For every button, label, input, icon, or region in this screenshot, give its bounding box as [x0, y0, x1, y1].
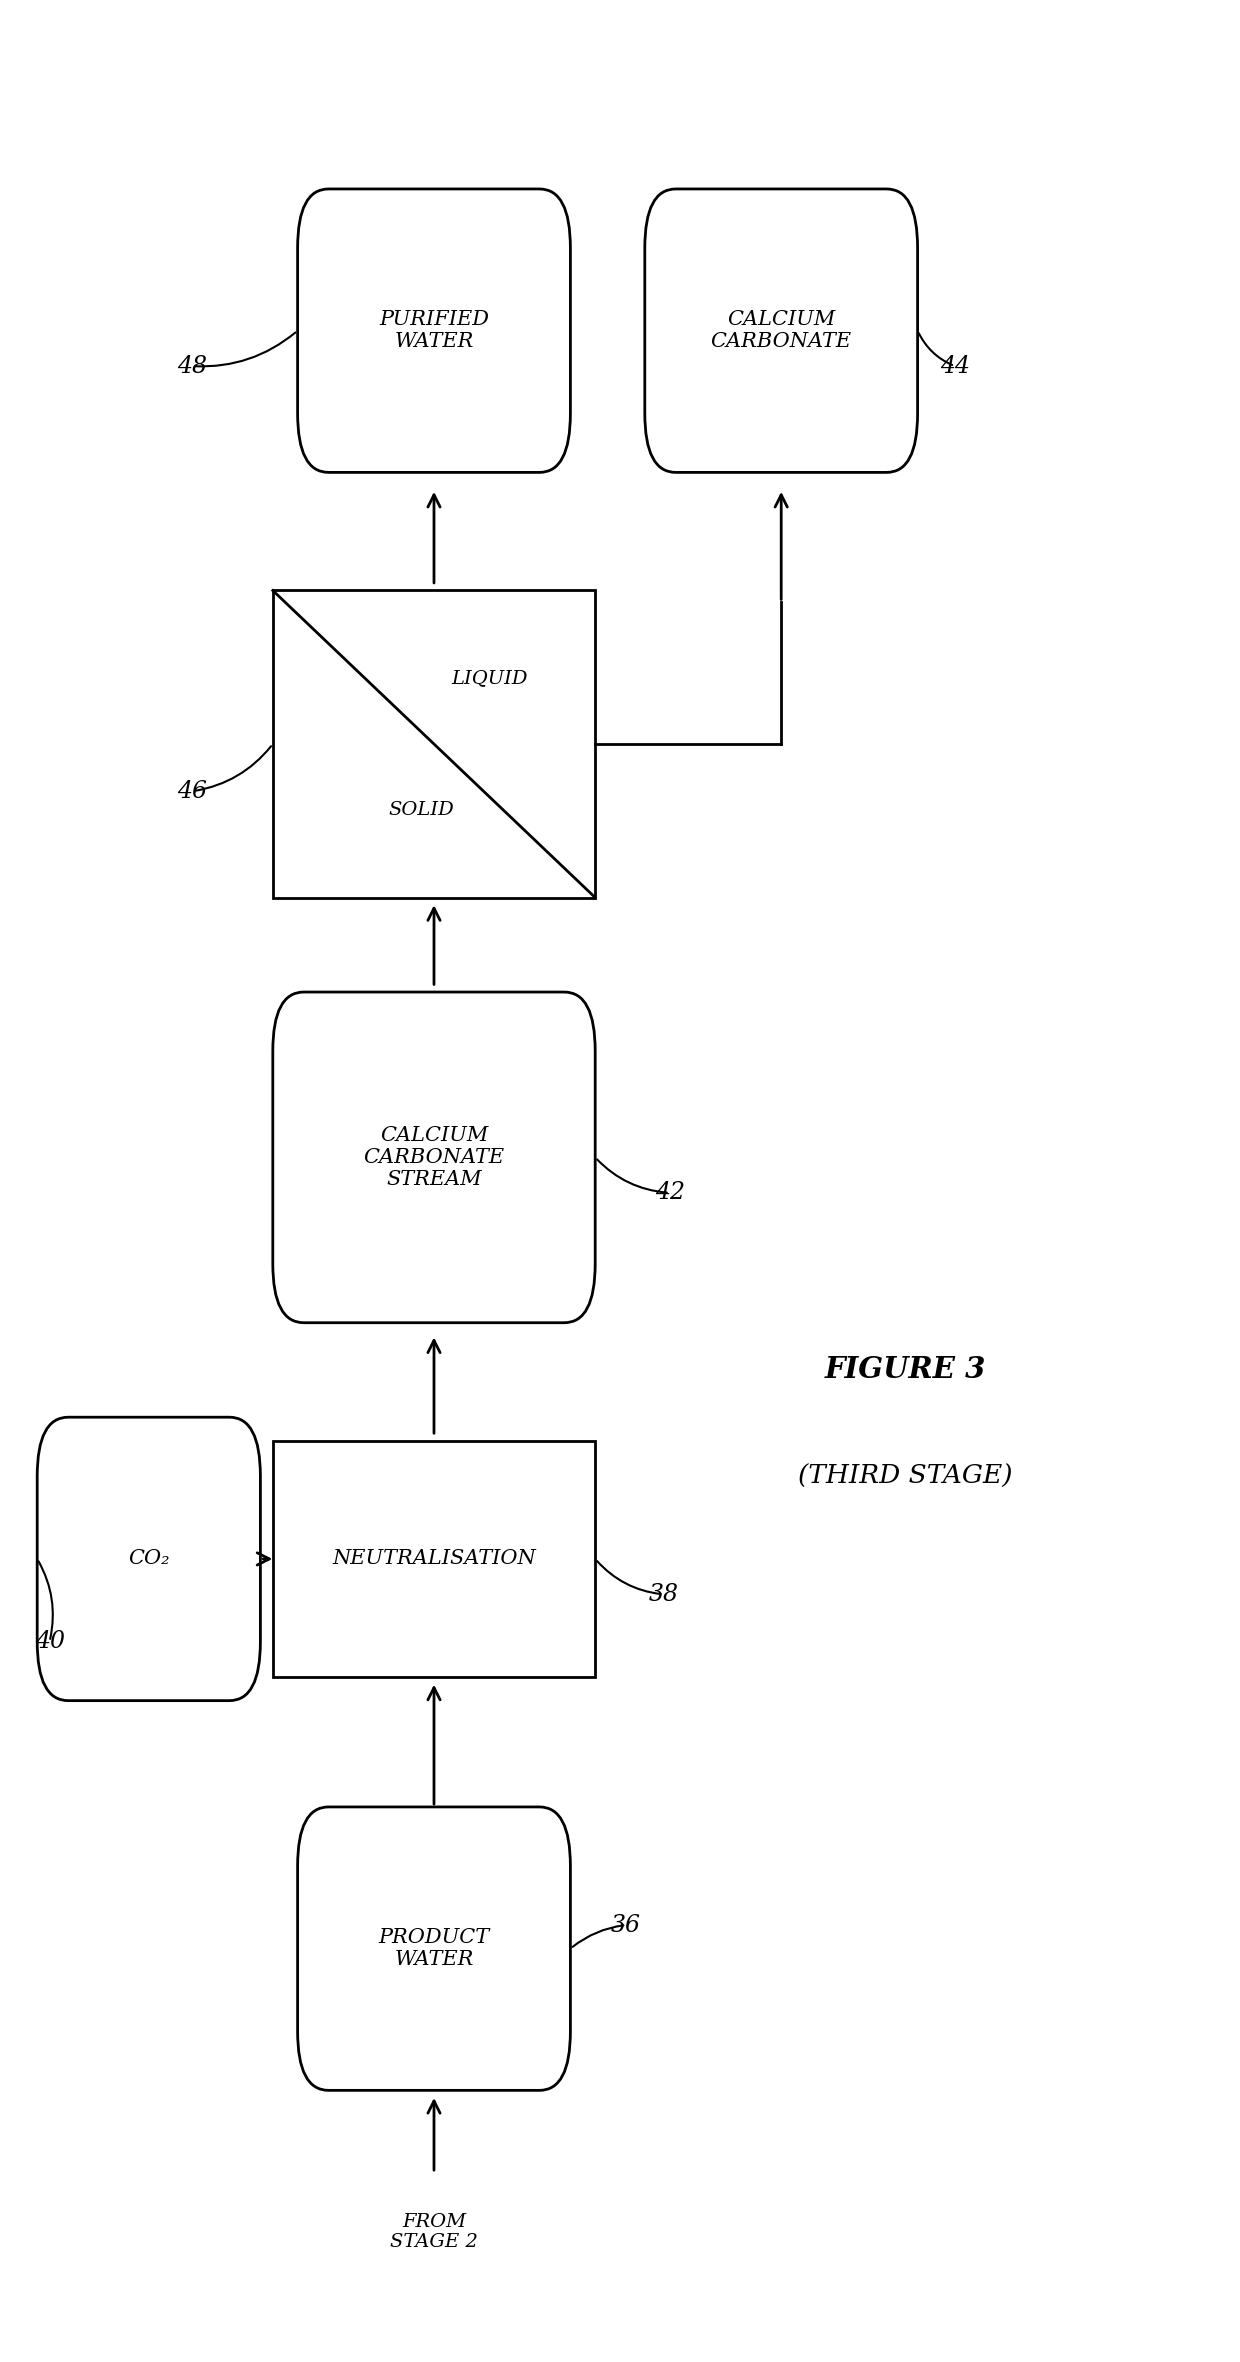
Text: LIQUID: LIQUID: [451, 668, 528, 687]
Bar: [273, 590, 595, 898]
Text: SOLID: SOLID: [388, 801, 455, 820]
FancyBboxPatch shape: [298, 189, 570, 472]
Text: 48: 48: [177, 354, 207, 378]
Bar: [273, 1441, 595, 1677]
Text: CALCIUM
CARBONATE: CALCIUM CARBONATE: [711, 309, 852, 352]
Text: CO₂: CO₂: [128, 1549, 170, 1568]
Text: 46: 46: [177, 779, 207, 803]
Text: NEUTRALISATION: NEUTRALISATION: [332, 1549, 536, 1568]
FancyBboxPatch shape: [273, 992, 595, 1323]
Text: FIGURE 3: FIGURE 3: [825, 1356, 986, 1384]
FancyBboxPatch shape: [645, 189, 918, 472]
Text: 44: 44: [940, 354, 970, 378]
FancyBboxPatch shape: [298, 1807, 570, 2090]
Text: 36: 36: [611, 1913, 641, 1937]
Text: PURIFIED
WATER: PURIFIED WATER: [379, 309, 489, 352]
Text: FROM
STAGE 2: FROM STAGE 2: [391, 2213, 477, 2251]
Text: PRODUCT
WATER: PRODUCT WATER: [378, 1927, 490, 1970]
Text: 40: 40: [35, 1630, 64, 1653]
Text: CALCIUM
CARBONATE
STREAM: CALCIUM CARBONATE STREAM: [363, 1127, 505, 1188]
Text: (THIRD STAGE): (THIRD STAGE): [799, 1464, 1012, 1488]
Text: 38: 38: [649, 1583, 678, 1606]
FancyBboxPatch shape: [37, 1417, 260, 1701]
Text: 42: 42: [655, 1181, 684, 1205]
